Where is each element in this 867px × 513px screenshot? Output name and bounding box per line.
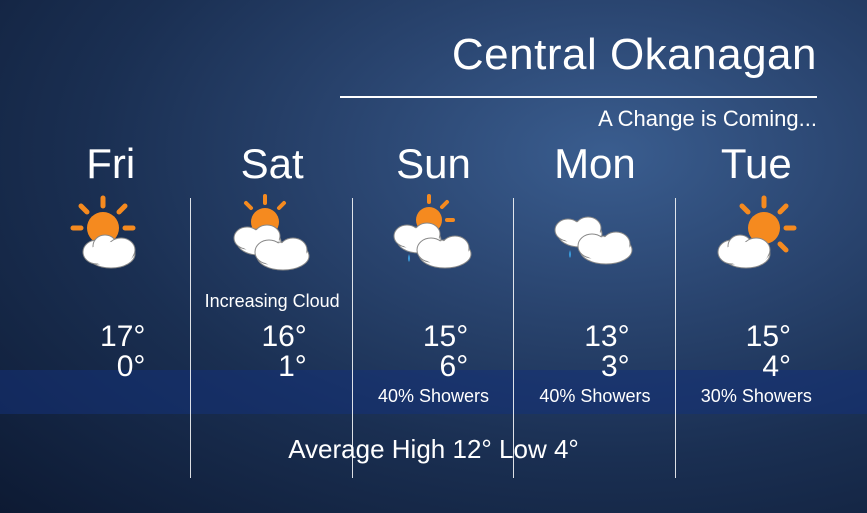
temp-high: 15° xyxy=(680,322,791,352)
top-note xyxy=(34,280,187,322)
day-col-fri: Fri xyxy=(30,140,191,428)
forecast-row: Fri xyxy=(0,132,867,428)
cloudy-rain-icon xyxy=(518,198,671,276)
bottom-note: 40% Showers xyxy=(518,386,671,428)
temps: 15° 6° xyxy=(357,322,510,382)
temps: 15° 4° xyxy=(680,322,833,382)
temp-high: 16° xyxy=(195,322,306,352)
title-underline xyxy=(340,96,817,98)
temp-low: 6° xyxy=(357,352,468,382)
day-name: Sat xyxy=(195,140,348,188)
temps: 13° 3° xyxy=(518,322,671,382)
subtitle: A Change is Coming... xyxy=(0,106,867,132)
top-note xyxy=(357,280,510,322)
day-name: Mon xyxy=(518,140,671,188)
day-col-tue: Tue xyxy=(676,140,837,428)
bottom-note xyxy=(34,386,187,428)
top-note: Increasing Cloud xyxy=(195,280,348,322)
bottom-note: 30% Showers xyxy=(680,386,833,428)
partly-sunny-icon xyxy=(680,198,833,276)
footer-average: Average High 12° Low 4° xyxy=(0,434,867,465)
day-col-sat: Sat xyxy=(191,140,352,428)
location-title: Central Okanagan xyxy=(0,30,817,80)
partly-sunny-icon xyxy=(34,198,187,276)
temp-low: 4° xyxy=(680,352,791,382)
temp-high: 15° xyxy=(357,322,468,352)
bottom-note: 40% Showers xyxy=(357,386,510,428)
header: Central Okanagan xyxy=(0,0,867,88)
temp-high: 17° xyxy=(34,322,145,352)
day-col-mon: Mon 13° 3° 4 xyxy=(514,140,675,428)
top-note xyxy=(680,280,833,322)
temp-low: 0° xyxy=(34,352,145,382)
bottom-note xyxy=(195,386,348,428)
temp-low: 3° xyxy=(518,352,629,382)
cloudy-rain-icon xyxy=(357,198,510,276)
temp-low: 1° xyxy=(195,352,306,382)
day-name: Fri xyxy=(34,140,187,188)
temp-high: 13° xyxy=(518,322,629,352)
mostly-cloudy-icon xyxy=(195,198,348,276)
temps: 16° 1° xyxy=(195,322,348,382)
day-col-sun: Sun xyxy=(353,140,514,428)
day-name: Tue xyxy=(680,140,833,188)
top-note xyxy=(518,280,671,322)
temps: 17° 0° xyxy=(34,322,187,382)
day-name: Sun xyxy=(357,140,510,188)
